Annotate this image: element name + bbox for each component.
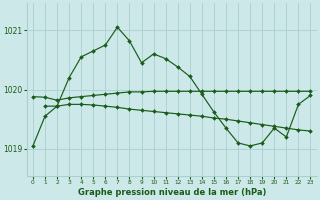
X-axis label: Graphe pression niveau de la mer (hPa): Graphe pression niveau de la mer (hPa) [77, 188, 266, 197]
